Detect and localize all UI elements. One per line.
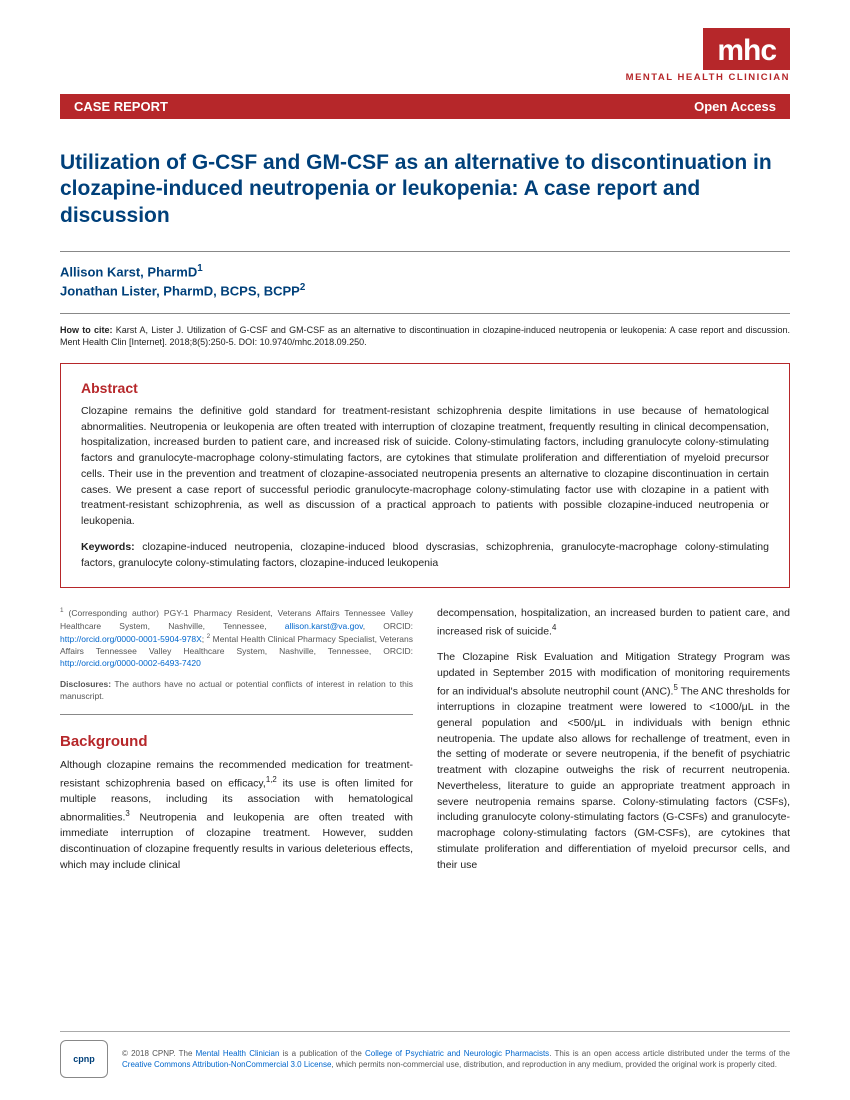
background-heading: Background <box>60 733 413 750</box>
background-para-1: Although clozapine remains the recommend… <box>60 758 413 873</box>
abstract-heading: Abstract <box>81 380 769 396</box>
disclosures: Disclosures: The authors have no actual … <box>60 678 413 703</box>
background-para-1-cont: decompensation, hospitalization, an incr… <box>437 606 790 640</box>
orcid-link-1[interactable]: http://orcid.org/0000-0001-5904-978X <box>60 634 202 644</box>
publisher-link[interactable]: College of Psychiatric and Neurologic Ph… <box>365 1049 549 1058</box>
journal-logo: mhc MENTAL HEALTH CLINICIAN <box>626 28 790 83</box>
divider <box>60 251 790 252</box>
cpnp-logo: cpnp <box>60 1040 108 1078</box>
article-type-banner: CASE REPORT Open Access <box>60 94 790 119</box>
citation: How to cite: Karst A, Lister J. Utilizat… <box>60 324 790 349</box>
author-list: Allison Karst, PharmD1 Jonathan Lister, … <box>60 262 790 301</box>
abstract-box: Abstract Clozapine remains the definitiv… <box>60 363 790 589</box>
author-2: Jonathan Lister, PharmD, BCPS, BCPP <box>60 284 300 299</box>
copyright-text: © 2018 CPNP. The Mental Health Clinician… <box>122 1048 790 1070</box>
divider <box>60 714 413 715</box>
article-title: Utilization of G-CSF and GM-CSF as an al… <box>60 150 790 229</box>
page-footer: cpnp © 2018 CPNP. The Mental Health Clin… <box>60 1031 790 1078</box>
license-link[interactable]: Creative Commons Attribution-NonCommerci… <box>122 1060 331 1069</box>
article-type: CASE REPORT <box>74 99 168 114</box>
author-email-link[interactable]: allison.karst@va.gov <box>285 621 363 631</box>
open-access-label: Open Access <box>694 99 776 114</box>
logo-text: mhc <box>703 28 790 70</box>
affiliations: 1 (Corresponding author) PGY-1 Pharmacy … <box>60 606 413 669</box>
logo-subtitle: MENTAL HEALTH CLINICIAN <box>626 72 790 83</box>
abstract-text: Clozapine remains the definitive gold st… <box>81 404 769 530</box>
author-1: Allison Karst, PharmD <box>60 264 197 279</box>
background-para-2: The Clozapine Risk Evaluation and Mitiga… <box>437 650 790 873</box>
orcid-link-2[interactable]: http://orcid.org/0000-0002-6493-7420 <box>60 658 201 668</box>
keywords: Keywords: clozapine-induced neutropenia,… <box>81 540 769 572</box>
divider <box>60 313 790 314</box>
journal-link[interactable]: Mental Health Clinician <box>196 1049 280 1058</box>
